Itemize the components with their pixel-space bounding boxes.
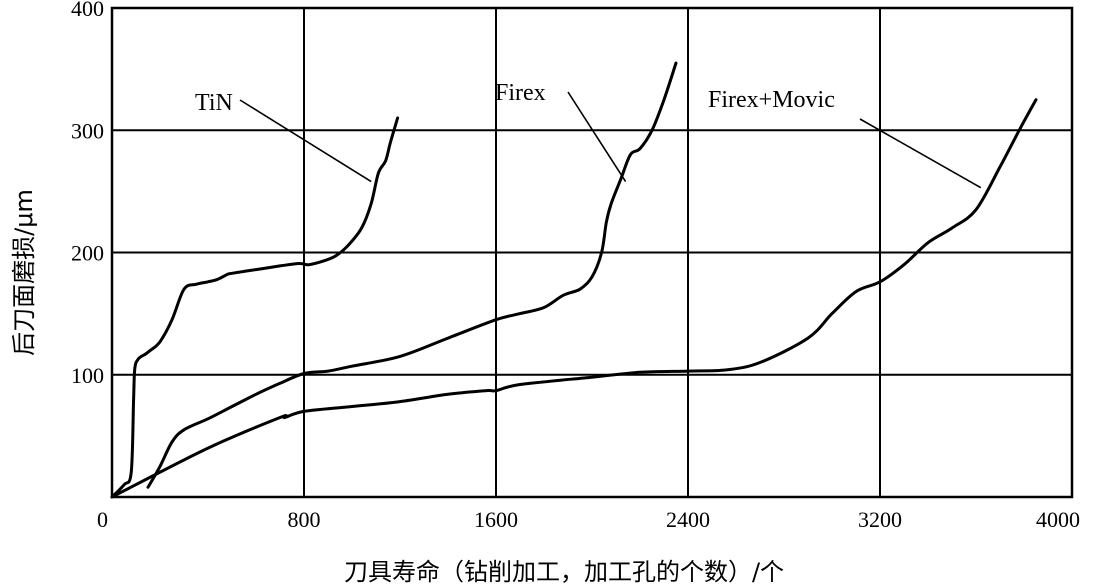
annotation-leader-line: [859, 118, 982, 189]
y-axis-title: 后刀面磨损/μm: [10, 189, 38, 356]
x-tick-label: 0: [97, 507, 108, 532]
x-tick-labels: 0 800 1600 2400 3200 4000: [97, 507, 1080, 532]
x-tick-label: 800: [288, 507, 321, 532]
x-tick-label: 4000: [1036, 507, 1080, 532]
series-line-2: [110, 98, 1038, 499]
x-tick-label: 2400: [666, 507, 710, 532]
annotation-leader-line: [567, 91, 627, 183]
annotation-labels: TiN Firex Firex+Movic: [195, 80, 835, 116]
grid: [112, 8, 1072, 497]
series-line-0: [110, 116, 400, 499]
series-line-1: [146, 61, 678, 489]
annotation-leaders: [239, 91, 982, 189]
series-group: [110, 61, 1038, 499]
y-tick-label: 400: [71, 0, 104, 21]
y-tick-labels: 100 200 300 400: [71, 0, 104, 388]
x-axis-title: 刀具寿命（钻削加工，加工孔的个数）/个: [344, 558, 784, 586]
series-label-tin: TiN: [195, 90, 233, 116]
x-tick-label: 1600: [474, 507, 518, 532]
y-tick-label: 100: [71, 363, 104, 388]
series-label-firex: Firex: [495, 80, 546, 106]
x-tick-label: 3200: [858, 507, 902, 532]
plot-frame: [110, 6, 1074, 499]
series-label-firex-movic: Firex+Movic: [708, 87, 835, 113]
annotation-leader-line: [239, 99, 372, 183]
y-tick-label: 300: [71, 118, 104, 143]
y-tick-label: 200: [71, 241, 104, 266]
